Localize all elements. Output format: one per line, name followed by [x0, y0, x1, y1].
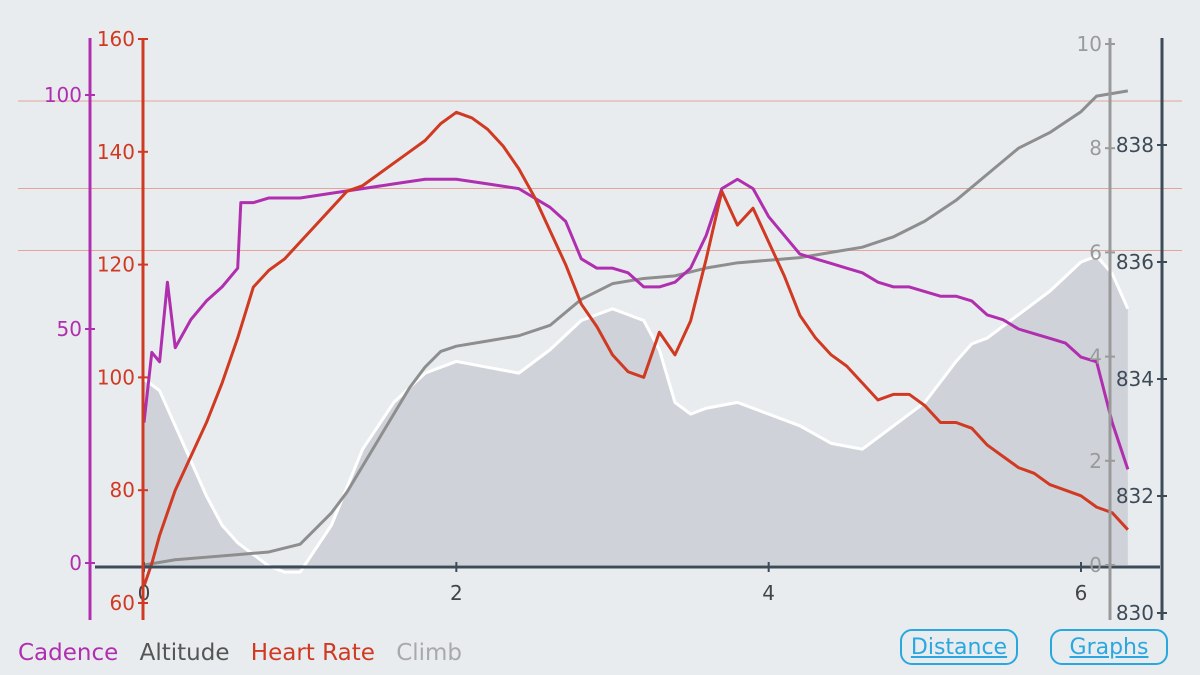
graphs-button[interactable]: Graphs	[1050, 629, 1168, 665]
line-chart: 0246050100608010012014016002468108308328…	[18, 27, 1182, 620]
legend-climb: Climb	[396, 640, 463, 666]
cadence-tick-label: 0	[69, 551, 82, 575]
heart_rate-tick-label: 60	[110, 591, 135, 615]
climb-tick-label: 6	[1089, 240, 1102, 264]
altitude-tick-label: 836	[1116, 250, 1154, 274]
cadence-tick-label: 100	[44, 83, 82, 107]
climb-line	[143, 89, 1129, 567]
climb-tick-label: 2	[1089, 449, 1102, 473]
x-tick-label: 6	[1075, 581, 1088, 605]
x-tick-label: 2	[450, 581, 463, 605]
x-tick-label: 4	[762, 581, 775, 605]
altitude-tick-label: 834	[1116, 367, 1154, 391]
altitude-tick-label: 832	[1116, 484, 1154, 508]
legend-altitude: Altitude	[139, 640, 230, 666]
heart_rate-tick-label: 120	[97, 253, 135, 277]
heart-rate-line	[142, 110, 1129, 587]
cadence-tick-label: 50	[57, 317, 82, 341]
heart_rate-tick-label: 80	[110, 478, 135, 502]
altitude-tick-label: 838	[1116, 133, 1154, 157]
climb-tick-label: 4	[1089, 345, 1102, 369]
heart_rate-tick-label: 160	[97, 27, 135, 51]
cadence-line	[142, 177, 1130, 470]
altitude-area	[144, 256, 1128, 573]
heart_rate-tick-label: 100	[97, 365, 135, 389]
distance-button[interactable]: Distance	[900, 629, 1018, 665]
heart_rate-tick-label: 140	[97, 140, 135, 164]
altitude-tick-label: 830	[1116, 601, 1154, 620]
legend-cadence: Cadence	[18, 640, 119, 666]
legend-heart-rate: Heart Rate	[250, 640, 375, 666]
climb-tick-label: 10	[1077, 32, 1102, 56]
climb-tick-label: 0	[1089, 553, 1102, 577]
legend: Cadence Altitude Heart Rate Climb	[18, 640, 476, 666]
climb-tick-label: 8	[1089, 136, 1102, 160]
